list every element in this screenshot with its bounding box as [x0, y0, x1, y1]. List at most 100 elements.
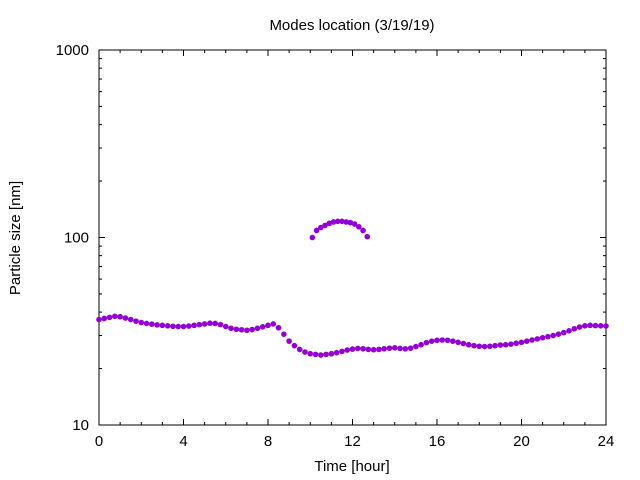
- y-tick-label: 100: [64, 230, 89, 247]
- data-point: [217, 321, 224, 328]
- data-point: [159, 322, 166, 329]
- data-point: [254, 325, 261, 332]
- data-point: [550, 332, 556, 339]
- data-point: [244, 327, 250, 334]
- data-point: [476, 343, 483, 350]
- x-tick-label: 24: [598, 433, 615, 450]
- data-points: [96, 218, 609, 358]
- data-point: [423, 339, 430, 346]
- data-point: [207, 320, 213, 327]
- data-point: [487, 343, 493, 350]
- data-point: [587, 322, 593, 329]
- data-point: [149, 321, 155, 327]
- data-point: [539, 334, 546, 341]
- data-point: [339, 348, 345, 355]
- data-point: [460, 340, 467, 347]
- data-point: [322, 222, 328, 229]
- data-point: [365, 346, 372, 353]
- data-point: [349, 346, 356, 352]
- x-tick-label: 0: [95, 433, 103, 450]
- data-point: [444, 337, 451, 344]
- data-point: [222, 323, 229, 330]
- x-tick-label: 20: [513, 433, 530, 450]
- data-point: [397, 345, 403, 352]
- data-point: [175, 323, 182, 330]
- series-1: [96, 313, 609, 358]
- data-point: [592, 322, 599, 329]
- data-point: [127, 316, 134, 323]
- data-point: [318, 352, 324, 358]
- data-point: [364, 233, 371, 240]
- data-point: [122, 315, 129, 321]
- data-point: [555, 331, 562, 337]
- data-point: [196, 321, 203, 328]
- data-point: [508, 341, 514, 347]
- data-point: [228, 325, 234, 332]
- data-point: [302, 349, 308, 355]
- data-point: [330, 219, 337, 225]
- data-point: [96, 316, 102, 323]
- data-point: [339, 218, 345, 225]
- data-point: [455, 339, 461, 346]
- data-point: [286, 338, 292, 344]
- data-point: [238, 326, 245, 333]
- data-point: [434, 337, 440, 344]
- chart-title: Modes location (3/19/19): [269, 17, 434, 34]
- x-tick-label: 8: [264, 433, 272, 450]
- data-point: [296, 346, 303, 353]
- data-point: [407, 345, 414, 351]
- data-point: [370, 346, 377, 353]
- data-point: [112, 313, 118, 320]
- data-point: [343, 219, 349, 225]
- data-point: [354, 345, 361, 352]
- data-point: [356, 224, 362, 230]
- data-point: [376, 346, 382, 353]
- data-point: [381, 345, 387, 352]
- data-point: [344, 347, 351, 353]
- data-point: [502, 341, 509, 348]
- y-tick-label: 10: [72, 417, 89, 434]
- y-tick-label: 1000: [56, 42, 89, 59]
- data-point: [318, 224, 324, 231]
- data-point: [571, 325, 578, 332]
- data-point: [275, 324, 282, 331]
- data-point: [138, 319, 145, 326]
- series-2: [309, 218, 371, 241]
- data-point: [143, 320, 150, 327]
- data-point: [529, 337, 535, 343]
- x-tick-label: 16: [429, 433, 446, 450]
- data-point: [545, 333, 551, 340]
- data-point: [360, 345, 366, 352]
- data-point: [101, 315, 108, 322]
- data-point: [391, 345, 398, 351]
- data-point: [309, 234, 316, 241]
- data-point: [439, 337, 446, 343]
- data-point: [106, 314, 113, 321]
- data-point: [323, 351, 329, 358]
- data-point: [497, 342, 504, 348]
- data-point: [170, 323, 176, 330]
- data-point: [566, 327, 572, 334]
- data-point: [259, 323, 266, 330]
- data-point: [265, 322, 271, 329]
- data-point: [334, 218, 341, 225]
- data-point: [313, 227, 320, 234]
- data-point: [603, 323, 609, 329]
- data-point: [201, 321, 208, 327]
- data-point: [164, 323, 171, 329]
- data-point: [582, 323, 588, 329]
- data-point: [291, 342, 298, 349]
- data-point: [249, 326, 255, 333]
- data-point: [513, 340, 520, 347]
- data-point: [560, 329, 567, 336]
- data-point: [360, 227, 366, 234]
- data-point: [428, 338, 435, 344]
- data-point: [402, 345, 409, 352]
- data-point: [270, 321, 277, 327]
- data-point: [307, 350, 314, 357]
- data-point: [347, 219, 354, 226]
- data-point: [386, 345, 393, 351]
- x-tick-label: 12: [344, 433, 361, 450]
- data-point: [328, 350, 335, 357]
